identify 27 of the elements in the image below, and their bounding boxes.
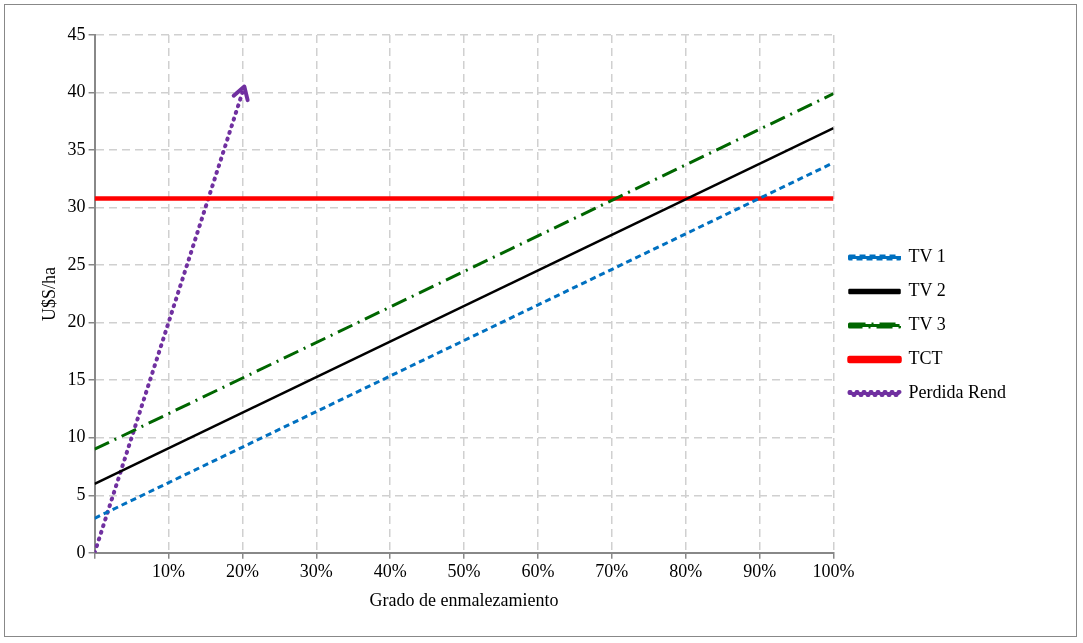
legend-label: TCT	[908, 348, 943, 369]
y-axis-title: U$S/ha	[38, 266, 59, 321]
y-tick-label: 0	[76, 541, 86, 562]
y-tick-label: 30	[67, 196, 86, 217]
x-tick-label: 10%	[151, 561, 185, 582]
y-tick-label: 25	[67, 253, 86, 274]
x-tick-label: 70%	[595, 561, 629, 582]
x-tick-label: 60%	[521, 561, 555, 582]
x-tick-label: 30%	[299, 561, 333, 582]
y-tick-label: 15	[67, 368, 86, 389]
x-tick-label: 90%	[743, 561, 777, 582]
x-axis-title: Grado de enmalezamiento	[369, 589, 559, 610]
x-tick-label: 80%	[669, 561, 703, 582]
x-tick-label: 40%	[373, 561, 407, 582]
legend-label: Perdida Rend	[908, 382, 1006, 403]
x-tick-label: 100%	[812, 561, 855, 582]
legend-label: TV 3	[908, 314, 946, 335]
x-tick-label: 50%	[447, 561, 481, 582]
y-tick-label: 5	[76, 484, 86, 504]
y-tick-label: 20	[67, 311, 86, 332]
x-tick-label: 20%	[225, 561, 259, 582]
y-tick-label: 40	[67, 81, 86, 102]
y-tick-label: 35	[67, 138, 86, 159]
legend-label: TV 1	[908, 246, 946, 267]
y-tick-label: 10	[67, 426, 86, 447]
legend-label: TV 2	[908, 280, 946, 301]
y-tick-label: 45	[67, 23, 86, 44]
